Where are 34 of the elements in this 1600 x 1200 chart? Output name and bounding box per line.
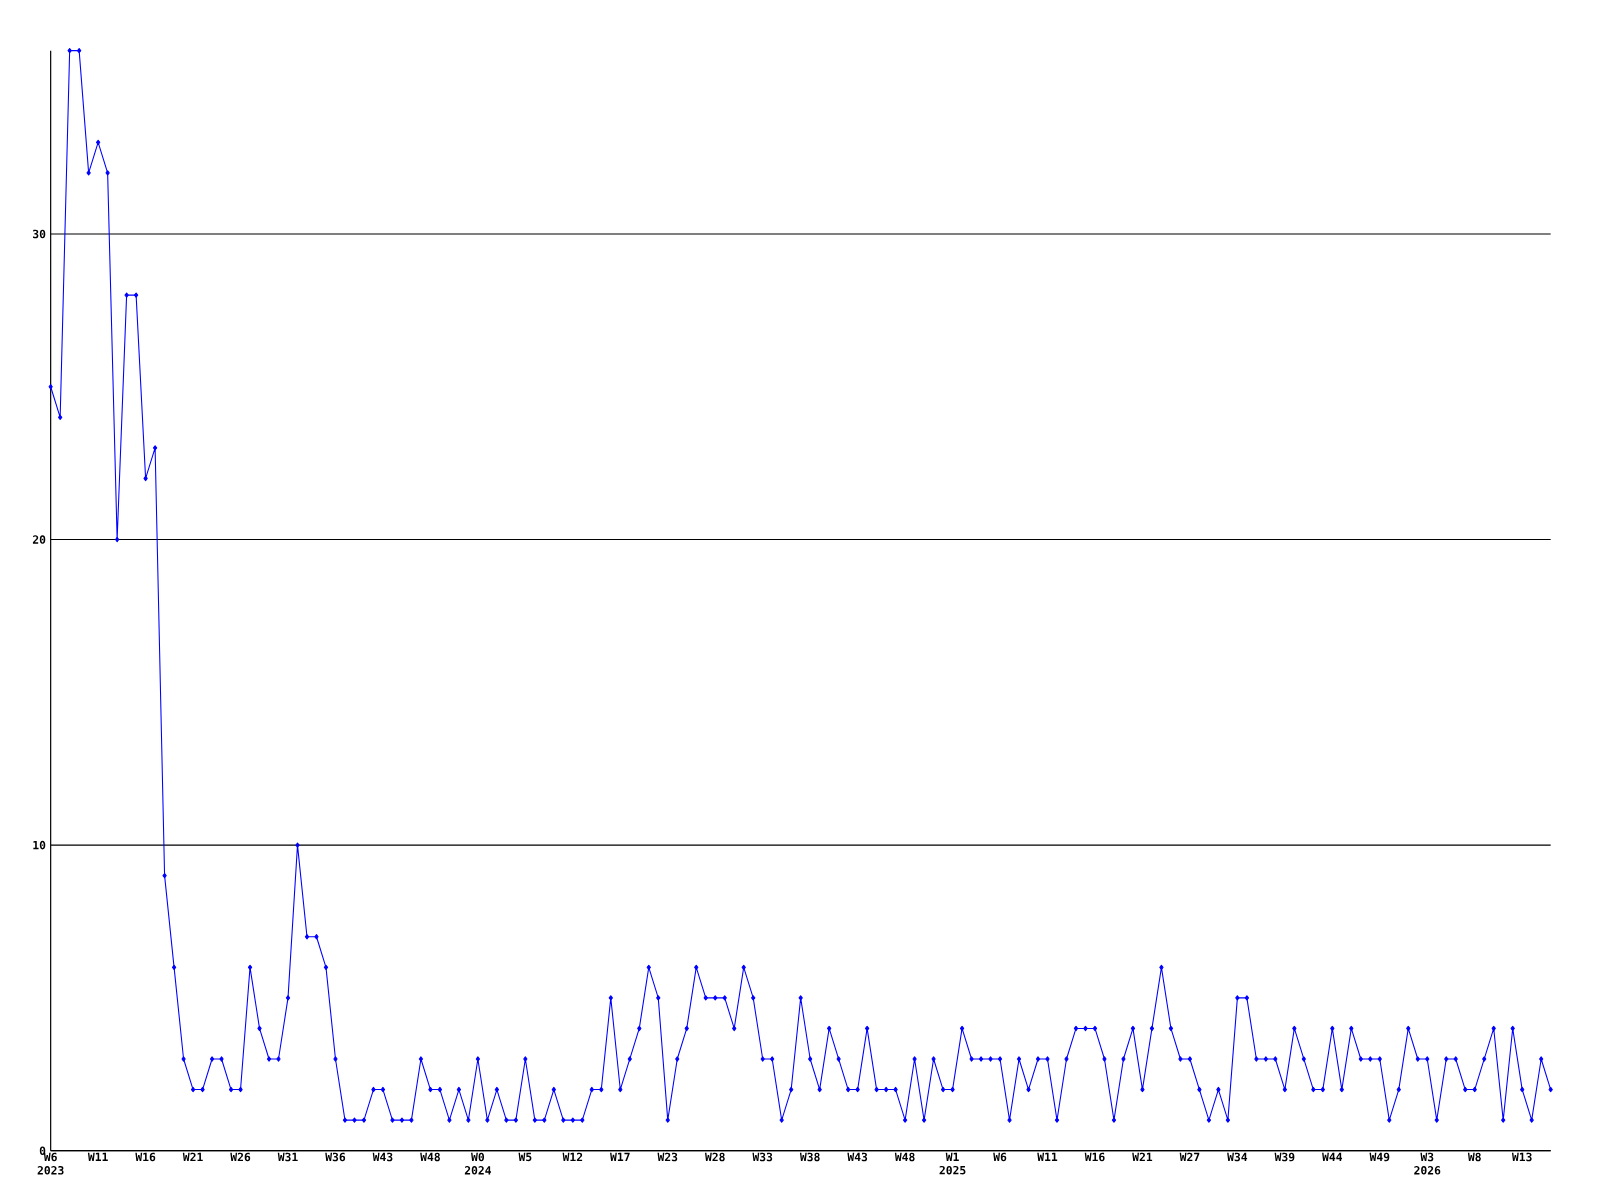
x-tick-label: W49 [1369, 1152, 1390, 1162]
x-tick-label: W44 [1322, 1152, 1343, 1161]
x-tick-label: W11 [1037, 1152, 1058, 1161]
x-tick-label: W16 [1084, 1152, 1105, 1162]
x-tick-label: W38 [799, 1152, 820, 1162]
x-tick-label: W8 [1467, 1152, 1481, 1162]
y-tick-label: 30 [33, 229, 46, 239]
x-tick-label: W43 [372, 1152, 393, 1162]
x-tick-label: W5 [518, 1152, 532, 1162]
x-tick-label: W6 [993, 1152, 1007, 1162]
y-tick-label: 10 [33, 840, 46, 850]
x-tick-label: W12 [562, 1152, 583, 1162]
x-tick-label: W33 [752, 1152, 773, 1162]
x-tick-label: W11 [87, 1152, 108, 1161]
x-tick-label: W3 2026 [1414, 1152, 1441, 1175]
x-tick-label: W39 [1274, 1152, 1295, 1162]
x-tick-label: W48 [420, 1152, 440, 1162]
x-tick-label: W16 [135, 1152, 156, 1162]
y-tick-label: 20 [32, 535, 46, 544]
x-tick-label: W28 [704, 1152, 725, 1162]
x-tick-label: W27 [1179, 1152, 1200, 1162]
x-tick-label: W17 [610, 1152, 630, 1161]
x-tick-label: W43 [847, 1152, 868, 1162]
x-tick-label: W26 [230, 1152, 251, 1162]
x-tick-label: W1 2025 [939, 1152, 966, 1175]
x-tick-label: W23 [657, 1152, 678, 1162]
x-tick-label: W31 [277, 1152, 298, 1162]
x-tick-label: W34 [1227, 1152, 1248, 1162]
x-tick-label: W36 [325, 1152, 346, 1162]
x-tick-label: W21 [182, 1152, 203, 1162]
x-tick-label: W13 [1511, 1152, 1532, 1162]
x-tick-label: W48 [894, 1152, 915, 1162]
x-tick-label: W21 [1132, 1152, 1153, 1162]
x-tick-label: W0 2024 [464, 1152, 492, 1175]
